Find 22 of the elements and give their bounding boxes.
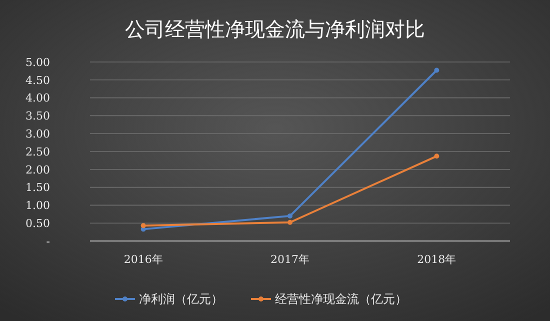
y-tick-label: 1.50 xyxy=(26,181,50,194)
y-tick-label: 5.00 xyxy=(26,56,50,69)
y-tick-label: 3.00 xyxy=(26,127,50,140)
y-tick-label: 4.00 xyxy=(26,92,50,105)
point xyxy=(140,223,146,228)
y-tick-label: - xyxy=(46,234,50,248)
chart-title: 公司经营性净现金流与净利润对比 xyxy=(125,17,425,41)
point xyxy=(288,213,292,218)
x-tick-label: 2018年 xyxy=(417,253,456,266)
point xyxy=(434,68,440,73)
y-tick-label: 0.50 xyxy=(26,216,50,230)
legend-label: 净利润（亿元） xyxy=(139,292,223,306)
point xyxy=(434,154,440,159)
y-tick-label: 2.00 xyxy=(26,163,50,176)
x-tick-label: 2016年 xyxy=(124,253,163,266)
legend-label: 经营性净现金流（亿元） xyxy=(275,292,407,306)
point xyxy=(288,220,292,225)
y-tick-label: 2.50 xyxy=(26,145,50,158)
x-tick-label: 2017年 xyxy=(270,253,310,266)
y-tick-label: 3.50 xyxy=(26,110,50,123)
y-tick-label: 1.00 xyxy=(26,199,50,212)
y-tick-label: 4.50 xyxy=(26,74,50,87)
